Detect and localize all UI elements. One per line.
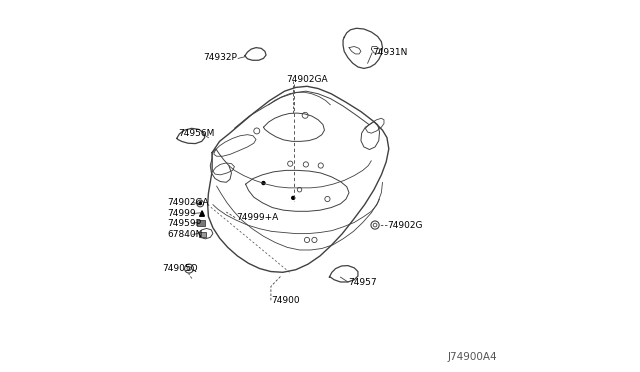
Circle shape <box>292 196 294 199</box>
Circle shape <box>199 202 202 205</box>
Text: 74956M: 74956M <box>178 129 214 138</box>
Text: 74900: 74900 <box>271 296 300 305</box>
Text: 74905Q: 74905Q <box>162 264 198 273</box>
Text: 74902GA: 74902GA <box>286 76 328 84</box>
Circle shape <box>262 182 265 185</box>
Text: 74999: 74999 <box>168 209 196 218</box>
Text: J74900A4: J74900A4 <box>447 352 497 362</box>
Bar <box>197 220 205 226</box>
Polygon shape <box>200 211 204 216</box>
Text: 74902GA: 74902GA <box>168 198 209 207</box>
Text: 67840N: 67840N <box>168 230 203 239</box>
Text: 74999+A: 74999+A <box>236 213 278 222</box>
Bar <box>200 232 206 237</box>
Text: 74957: 74957 <box>348 278 376 287</box>
Text: 74959P: 74959P <box>168 219 202 228</box>
Text: 74931N: 74931N <box>372 48 408 57</box>
Text: 74902G: 74902G <box>387 221 422 230</box>
Text: 74932P: 74932P <box>204 53 237 62</box>
